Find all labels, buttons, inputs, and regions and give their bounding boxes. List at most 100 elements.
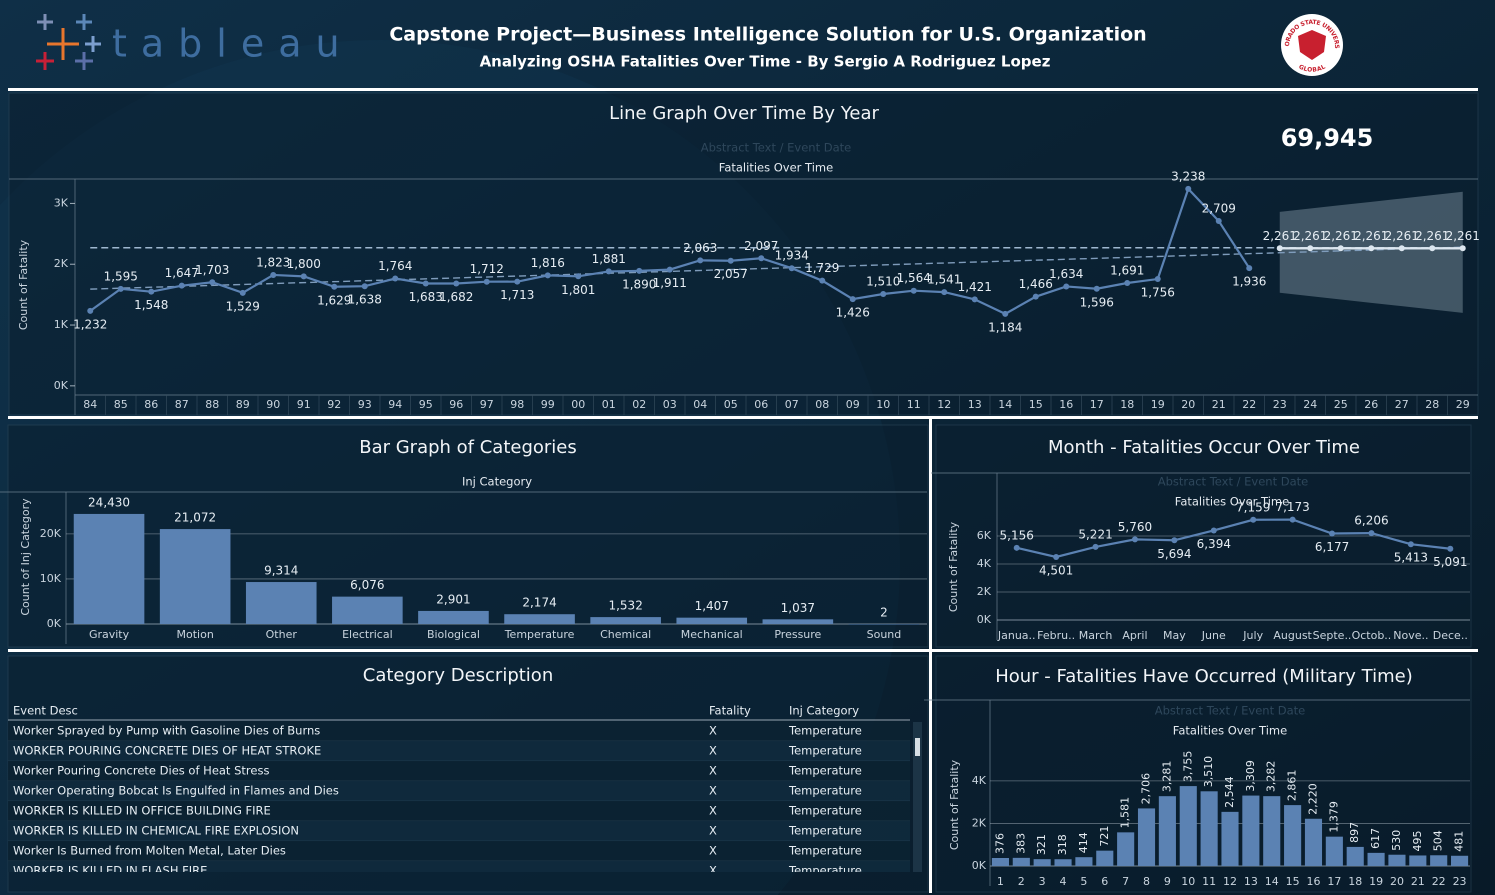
x-tick-label: July (1242, 629, 1263, 642)
table-cell: WORKER IS KILLED IN FLASH FIRE (13, 864, 207, 878)
table-row (8, 721, 910, 741)
y-tick-label: 0K (972, 859, 987, 872)
bar (1054, 859, 1072, 866)
y-tick-label: 2K (972, 816, 987, 829)
chart-title: Hour - Fatalities Have Occurred (Militar… (995, 666, 1413, 687)
value-label: 5,221 (1078, 527, 1112, 541)
x-tick-label: 96 (449, 398, 463, 411)
point (422, 280, 429, 287)
panel (8, 92, 1479, 416)
value-label: 1,564 (897, 271, 931, 285)
value-label: 1,595 (104, 269, 138, 283)
value-label: 3,309 (1244, 760, 1257, 792)
x-tick-label: 5 (1080, 875, 1087, 888)
x-tick-label: Pressure (774, 628, 821, 641)
x-tick-label: 21 (1411, 875, 1425, 888)
value-label: 1,934 (775, 249, 809, 263)
x-tick-label: 84 (83, 398, 97, 411)
x-tick-label: 18 (1120, 398, 1134, 411)
value-label: 318 (1056, 834, 1069, 855)
point (1131, 536, 1138, 543)
y-tick-label: 3K (54, 196, 69, 209)
x-tick-label: 91 (297, 398, 311, 411)
value-label: 3,282 (1265, 761, 1278, 793)
x-tick-label: Temperature (504, 628, 575, 641)
point (849, 296, 856, 303)
logo-text: tableau (112, 22, 354, 66)
value-label: 2,261 (1415, 229, 1449, 243)
point (910, 287, 917, 294)
point (1215, 218, 1222, 225)
value-label: 21,072 (174, 511, 216, 525)
x-tick-label: 8 (1143, 875, 1150, 888)
table-cell: Temperature (788, 744, 862, 758)
point (727, 257, 734, 264)
table-title: Category Description (363, 665, 553, 686)
chart-title: Line Graph Over Time By Year (609, 103, 879, 124)
separator (8, 416, 1478, 419)
y-tick-label: 0K (977, 613, 992, 626)
point (1337, 245, 1344, 252)
point (880, 290, 887, 297)
x-tick-label: 19 (1151, 398, 1165, 411)
column-header: Inj Category (789, 704, 859, 718)
value-label: 3,281 (1160, 761, 1173, 793)
x-tick-label: August (1273, 629, 1312, 642)
bar (1388, 854, 1406, 866)
bar (1075, 857, 1093, 866)
point (788, 265, 795, 272)
value-label: 1,532 (608, 599, 642, 613)
seal-shield (1298, 30, 1326, 60)
point (1276, 245, 1283, 252)
x-tick-label: 16 (1306, 875, 1320, 888)
value-label: 1,634 (1049, 267, 1083, 281)
chart-title: Bar Graph of Categories (359, 437, 577, 458)
x-tick-label: 03 (663, 398, 677, 411)
x-tick-label: 16 (1059, 398, 1073, 411)
value-label: 2,174 (522, 596, 556, 610)
annotation: Abstract Text / Event Date (1158, 475, 1308, 489)
x-tick-label: Biological (427, 628, 480, 641)
scroll-thumb[interactable] (915, 738, 920, 756)
bar (1346, 846, 1364, 866)
x-tick-label: Octob.. (1352, 629, 1392, 642)
bar (1430, 855, 1448, 866)
bar (1033, 859, 1051, 866)
point (1368, 245, 1375, 252)
x-tick-label: Electrical (342, 628, 393, 641)
x-tick-label: 25 (1334, 398, 1348, 411)
value-label: 721 (1098, 826, 1111, 847)
table-cell: Temperature (788, 824, 862, 838)
y-tick-label: 6K (977, 529, 992, 542)
point (819, 277, 826, 284)
x-tick-label: 10 (1181, 875, 1195, 888)
value-label: 1,426 (836, 306, 870, 320)
separator (929, 419, 932, 893)
table-cell: Temperature (788, 844, 862, 858)
point (453, 280, 460, 287)
bar (1242, 795, 1260, 866)
bar (1158, 796, 1176, 866)
point (1032, 293, 1039, 300)
x-tick-label: April (1122, 629, 1147, 642)
bar (418, 610, 489, 624)
value-label: 2,063 (683, 241, 717, 255)
scrollbar[interactable] (913, 722, 922, 872)
point (1246, 265, 1253, 272)
value-label: 3,238 (1171, 169, 1205, 183)
point (544, 272, 551, 279)
seal-bottom: GLOBAL (1298, 63, 1327, 73)
value-label: 1,823 (256, 255, 290, 269)
logo-mark (36, 14, 101, 70)
table-cell: Worker Operating Bobcat Is Engulfed in F… (13, 784, 339, 798)
x-tick-label: 04 (693, 398, 707, 411)
value-label: 2,261 (1263, 229, 1297, 243)
bar (1012, 857, 1030, 866)
point (1407, 541, 1414, 548)
point (148, 288, 155, 295)
x-tick-label: 11 (907, 398, 921, 411)
x-tick-label: 93 (358, 398, 372, 411)
value-label: 6,206 (1354, 514, 1388, 528)
bar (1409, 855, 1427, 866)
value-label: 1,421 (958, 280, 992, 294)
